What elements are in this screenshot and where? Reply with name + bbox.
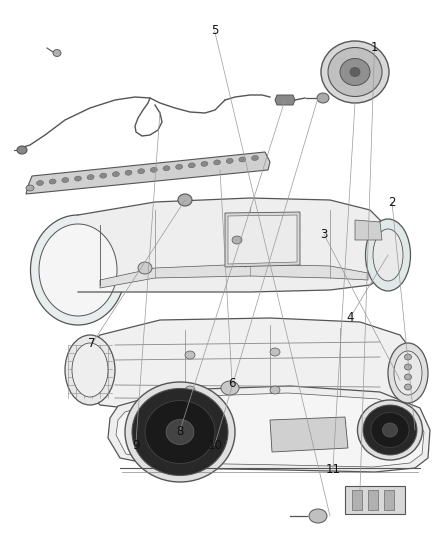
Polygon shape	[355, 220, 382, 240]
Ellipse shape	[251, 156, 258, 160]
Ellipse shape	[340, 59, 370, 85]
Text: 11: 11	[325, 463, 340, 475]
Ellipse shape	[405, 354, 411, 360]
Ellipse shape	[163, 166, 170, 171]
Ellipse shape	[388, 343, 428, 403]
Ellipse shape	[226, 158, 233, 164]
Ellipse shape	[185, 351, 195, 359]
Polygon shape	[270, 417, 348, 452]
Ellipse shape	[31, 215, 126, 325]
Ellipse shape	[270, 348, 280, 356]
Ellipse shape	[309, 509, 327, 523]
Text: 6: 6	[228, 377, 236, 390]
Ellipse shape	[221, 381, 239, 395]
Ellipse shape	[113, 172, 120, 177]
Ellipse shape	[394, 351, 422, 395]
Ellipse shape	[405, 364, 411, 370]
Polygon shape	[116, 393, 424, 467]
Ellipse shape	[100, 173, 107, 178]
Polygon shape	[108, 386, 430, 472]
Polygon shape	[100, 264, 368, 288]
Ellipse shape	[138, 169, 145, 174]
Ellipse shape	[72, 343, 108, 397]
Ellipse shape	[350, 68, 360, 77]
Text: 5: 5	[211, 25, 218, 37]
Ellipse shape	[39, 224, 117, 316]
Ellipse shape	[232, 236, 242, 244]
Ellipse shape	[74, 176, 81, 181]
Ellipse shape	[201, 161, 208, 166]
Ellipse shape	[145, 400, 215, 464]
Ellipse shape	[138, 262, 152, 274]
Ellipse shape	[65, 335, 115, 405]
Text: 9: 9	[132, 439, 140, 451]
Ellipse shape	[405, 374, 411, 380]
Ellipse shape	[321, 41, 389, 103]
Ellipse shape	[87, 175, 94, 180]
Polygon shape	[384, 490, 394, 510]
Ellipse shape	[185, 386, 195, 394]
Ellipse shape	[373, 229, 403, 281]
Ellipse shape	[239, 157, 246, 162]
Ellipse shape	[49, 179, 56, 184]
Ellipse shape	[214, 160, 221, 165]
Ellipse shape	[317, 93, 329, 103]
Ellipse shape	[53, 50, 61, 56]
Ellipse shape	[36, 181, 43, 185]
Ellipse shape	[132, 389, 228, 475]
Ellipse shape	[166, 419, 194, 445]
Polygon shape	[345, 486, 405, 514]
Ellipse shape	[405, 384, 411, 390]
Ellipse shape	[371, 413, 409, 448]
Ellipse shape	[363, 405, 417, 455]
Polygon shape	[228, 215, 297, 264]
Polygon shape	[225, 212, 300, 267]
Polygon shape	[368, 490, 378, 510]
Text: 2: 2	[388, 196, 396, 209]
Ellipse shape	[26, 185, 34, 191]
Ellipse shape	[357, 400, 423, 460]
Ellipse shape	[178, 194, 192, 206]
Polygon shape	[275, 95, 295, 105]
Ellipse shape	[125, 170, 132, 175]
Ellipse shape	[365, 219, 410, 291]
Text: 3: 3	[321, 228, 328, 241]
Ellipse shape	[125, 382, 235, 482]
Text: 10: 10	[207, 439, 222, 451]
Ellipse shape	[17, 146, 27, 154]
Polygon shape	[78, 198, 388, 292]
Polygon shape	[352, 490, 362, 510]
Text: 1: 1	[371, 42, 378, 54]
Text: 8: 8	[176, 425, 183, 438]
Ellipse shape	[176, 164, 183, 169]
Polygon shape	[26, 152, 270, 194]
Ellipse shape	[328, 47, 382, 96]
Ellipse shape	[382, 423, 398, 437]
Ellipse shape	[188, 163, 195, 168]
Ellipse shape	[150, 167, 157, 172]
Ellipse shape	[62, 177, 69, 183]
Polygon shape	[82, 318, 415, 414]
Text: 4: 4	[346, 311, 354, 324]
Text: 7: 7	[88, 337, 96, 350]
Ellipse shape	[270, 386, 280, 394]
